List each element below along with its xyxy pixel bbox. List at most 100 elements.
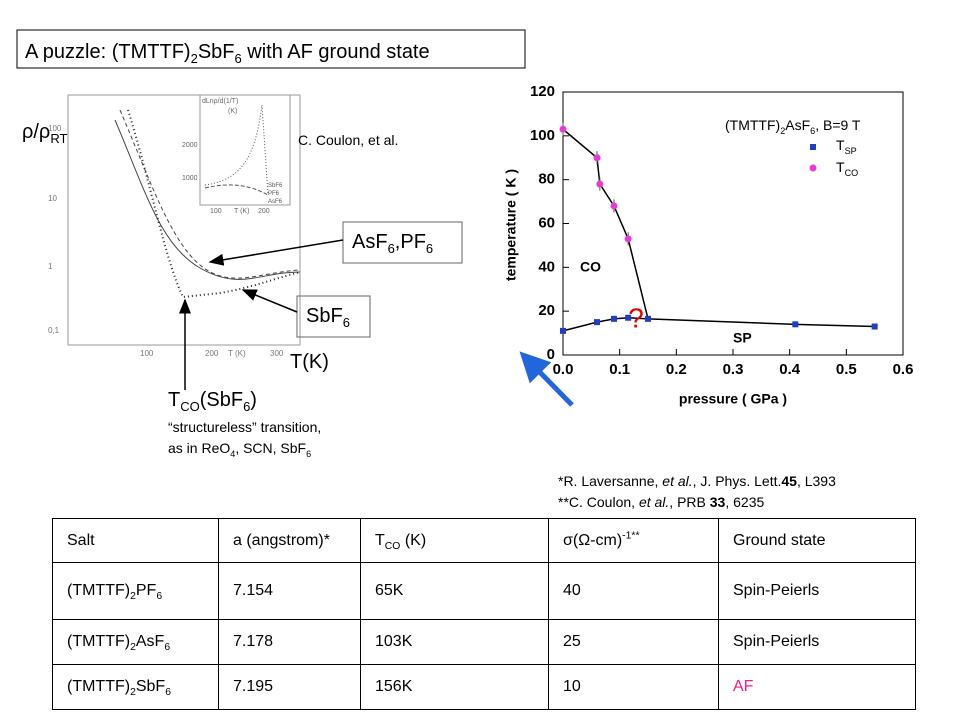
table-cell: Spin-Peierls	[718, 619, 916, 665]
text: T	[836, 159, 845, 175]
y-label: ρ/ρRT	[22, 122, 67, 145]
table-cell: 25	[548, 619, 719, 665]
text: Salt	[67, 531, 95, 549]
tick-label: 1	[48, 262, 53, 271]
point	[645, 315, 651, 322]
text: 156K	[375, 678, 413, 695]
text: T	[836, 137, 845, 153]
x-label: pressure ( GPa )	[679, 391, 787, 407]
question: ?	[628, 302, 644, 333]
inset-curve	[204, 104, 269, 196]
text: -1**	[622, 530, 640, 542]
text: SbF	[197, 41, 235, 63]
text: 6	[156, 591, 163, 603]
callout-box	[342, 221, 463, 264]
legend-swatch	[810, 144, 816, 150]
point	[560, 327, 566, 334]
y-label: temperature ( K )	[503, 169, 519, 281]
text: 6	[306, 448, 312, 459]
y-tick-label: 20	[538, 302, 555, 319]
text: “structureless” transition,	[168, 419, 322, 435]
inset-frame	[199, 94, 291, 206]
text: as in ReO	[168, 440, 231, 456]
text: (TMTTF)	[67, 582, 131, 599]
legend-swatch	[809, 164, 817, 172]
tick-label: 200	[258, 208, 270, 215]
text: 10	[563, 678, 581, 695]
text: SbF	[306, 305, 343, 327]
text: AsF	[352, 231, 388, 253]
text: 33	[709, 494, 726, 510]
text: 6	[342, 315, 350, 330]
text: (TMTTF)	[725, 117, 781, 133]
text: 2	[190, 51, 198, 66]
text: SP	[844, 145, 857, 156]
table-cell: 7.154	[218, 562, 361, 620]
x-tick-label: 0.5	[836, 361, 857, 378]
y-tick-label: 80	[538, 171, 555, 188]
data-table: Salt a (angstrom)* TCO (K) σ(Ω-cm)-1** Groun…	[52, 518, 916, 710]
table-cell: TCO (K)	[360, 518, 549, 563]
text: AsF	[135, 633, 165, 650]
text: A puzzle: (TMTTF)	[25, 41, 191, 63]
table-row: (TMTTF)2PF6 7.154 65K 40 Spin-Peierls	[52, 562, 916, 620]
text: Spin-Peierls	[733, 633, 820, 650]
arrow	[208, 239, 344, 266]
inset-label: (K)	[228, 108, 238, 115]
text: AF	[733, 678, 754, 695]
text: ,PF	[394, 231, 426, 253]
text: 6	[810, 125, 816, 136]
x-tick-label: 0.2	[666, 361, 687, 378]
text: CO	[844, 167, 859, 178]
curve	[127, 109, 301, 299]
tick-label: T (K)	[228, 349, 246, 358]
point	[594, 319, 600, 326]
text: et al.	[638, 494, 670, 510]
y-tick-label: 60	[538, 214, 555, 231]
table-cell: Ground state	[718, 518, 916, 563]
y-tick-label: 120	[530, 83, 555, 100]
table-cell: 156K	[360, 664, 549, 710]
text: , SCN, SbF	[235, 440, 307, 456]
text: 65K	[375, 582, 404, 599]
legend-title: (TMTTF)2AsF6, B=9 T	[725, 117, 861, 135]
text: 2	[780, 125, 786, 136]
x-tick-label: 0.4	[779, 361, 801, 378]
text: , 6235	[725, 494, 765, 510]
text: T	[168, 389, 181, 411]
inset-label: AsF6	[268, 199, 283, 205]
region-label: CO	[580, 259, 601, 275]
table-cell: 103K	[360, 619, 549, 665]
title: A puzzle: (TMTTF)2SbF6 with AF ground st…	[25, 41, 430, 65]
text: 7.154	[233, 582, 274, 599]
x-tick-label: 0.1	[609, 361, 630, 378]
text: 2	[130, 591, 136, 603]
table-row: (TMTTF)2AsF6 7.178 103K 25 Spin-Peierls	[52, 619, 916, 665]
tick-label: 300	[270, 349, 284, 358]
table-cell: 7.178	[218, 619, 361, 665]
left-plot	[67, 94, 301, 346]
text: *R. Laversanne,	[558, 473, 663, 489]
text: 40	[563, 582, 581, 599]
inset-label: dLnρ/d(1/T)	[202, 98, 239, 105]
point	[559, 125, 567, 133]
table-cell: 65K	[360, 562, 549, 620]
text: 45	[781, 473, 797, 489]
callout: AsF6,PF6	[352, 231, 433, 255]
table-cell: AF	[718, 664, 916, 710]
text: Spin-Peierls	[733, 582, 820, 599]
text: (TMTTF)	[67, 633, 131, 650]
text: 25	[563, 633, 581, 650]
table-cell: 7.195	[218, 664, 361, 710]
table-cell: (TMTTF)2PF6	[52, 562, 219, 620]
y-tick-label: 40	[538, 258, 555, 275]
y-tick-label: 0	[547, 346, 555, 363]
curve	[114, 119, 301, 280]
table-cell: Spin-Peierls	[718, 562, 916, 620]
text: 6	[164, 642, 171, 654]
text: 2	[130, 687, 136, 699]
x-tick-label: 0.6	[893, 361, 914, 378]
tick-label: 10	[48, 194, 57, 203]
